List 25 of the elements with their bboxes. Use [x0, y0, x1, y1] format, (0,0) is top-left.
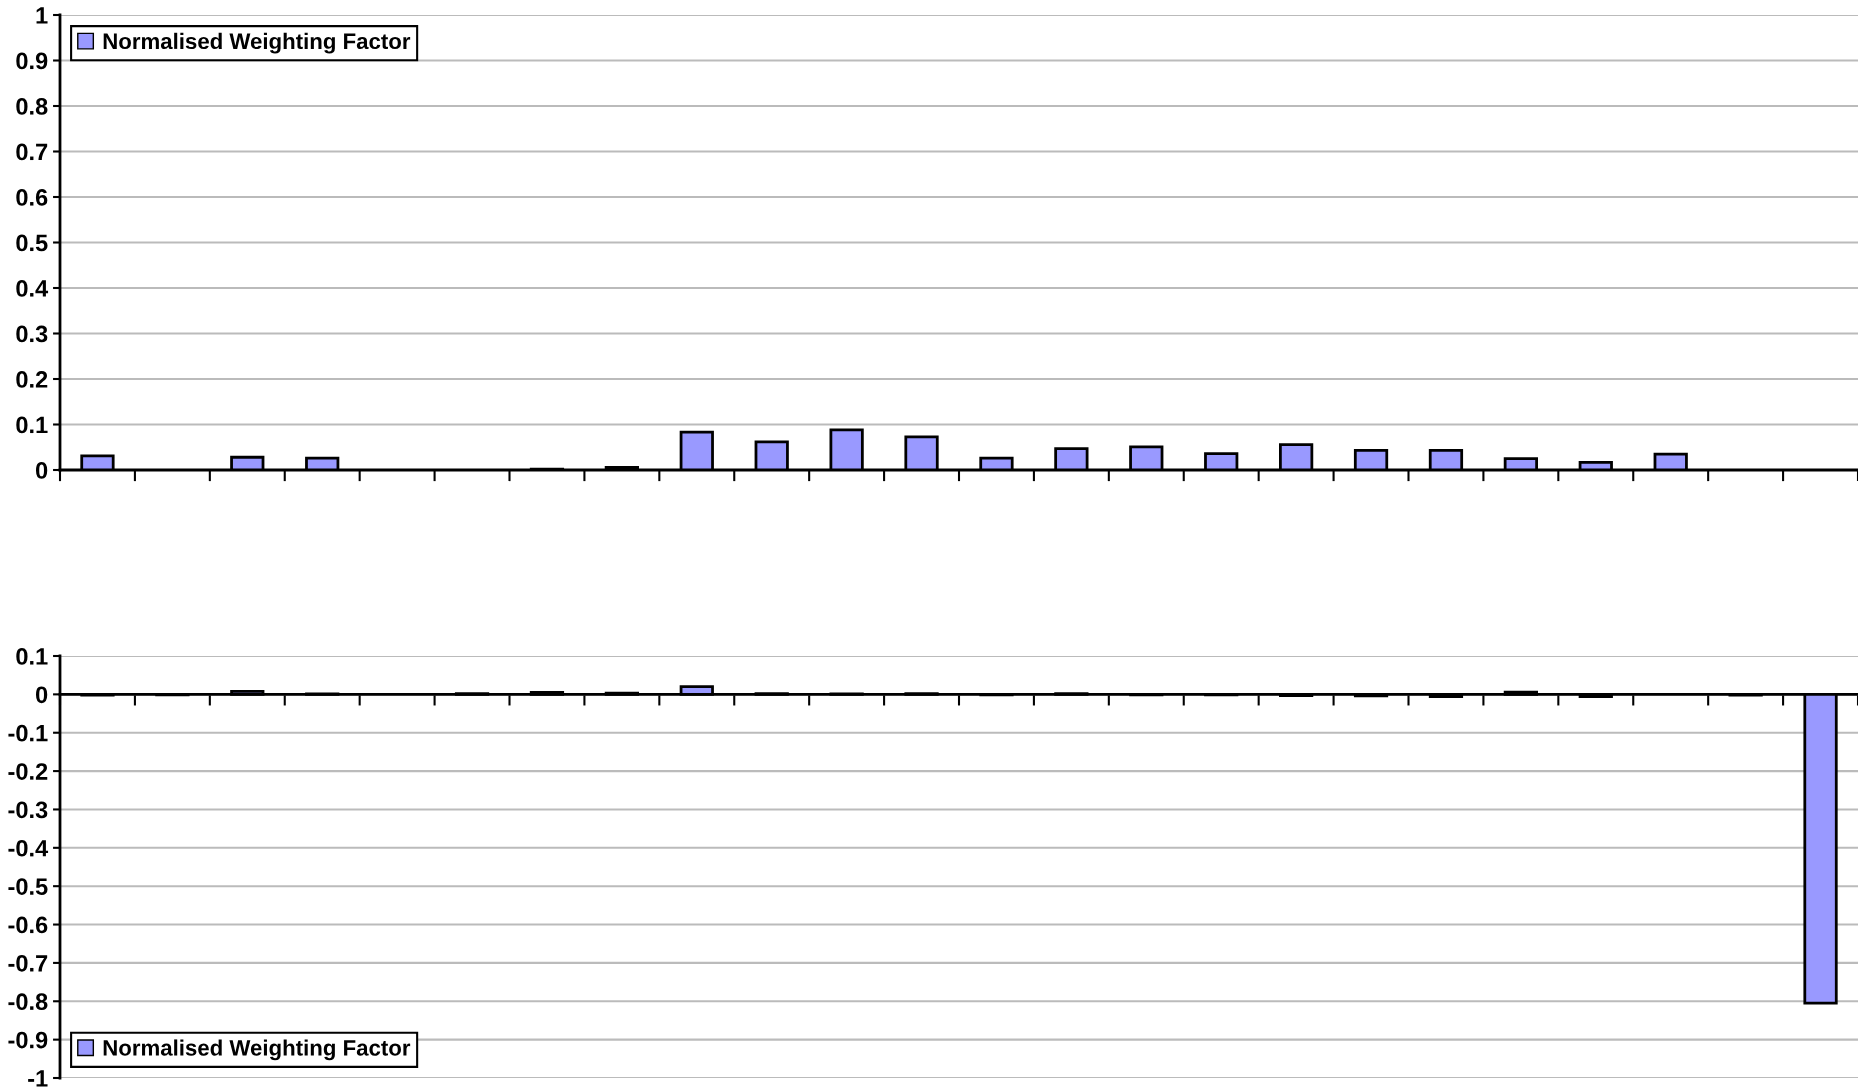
legend-label: Normalised Weighting Factor	[103, 1039, 411, 1061]
y-tick-label: 0.1	[16, 648, 48, 665]
y-tick-label: -0.3	[8, 801, 48, 819]
y-tick-label: 0.8	[16, 98, 48, 115]
y-tick-label: 0.2	[16, 371, 48, 388]
y-tick-label: 0.5	[16, 234, 48, 252]
legend-label: Normalised Weighting Factor	[103, 32, 411, 54]
y-tick-label: 0.3	[16, 325, 48, 343]
y-tick-label: 0.4	[16, 280, 49, 297]
y-tick-label: -0.4	[8, 839, 49, 857]
y-tick-label: -0.5	[8, 878, 48, 895]
y-tick-label: 0.7	[16, 143, 48, 161]
y-tick-label: -0.8	[8, 993, 48, 1011]
y-tick-label: 0.1	[16, 416, 48, 434]
y-tick-label: -0.2	[8, 763, 48, 780]
y-tick-label: -0.7	[8, 954, 48, 972]
y-tick-label: 0.9	[16, 52, 48, 70]
y-tick-label: -0.9	[8, 1031, 48, 1049]
y-tick-label: 0	[36, 462, 48, 479]
y-tick-label: 0.6	[16, 189, 48, 206]
y-tick-label: 0	[36, 686, 48, 704]
y-tick-label: -0.1	[8, 724, 48, 742]
y-tick-label: -0.6	[8, 916, 48, 934]
y-tick-label: -1	[28, 1070, 48, 1087]
y-tick-label: 1	[36, 7, 48, 24]
